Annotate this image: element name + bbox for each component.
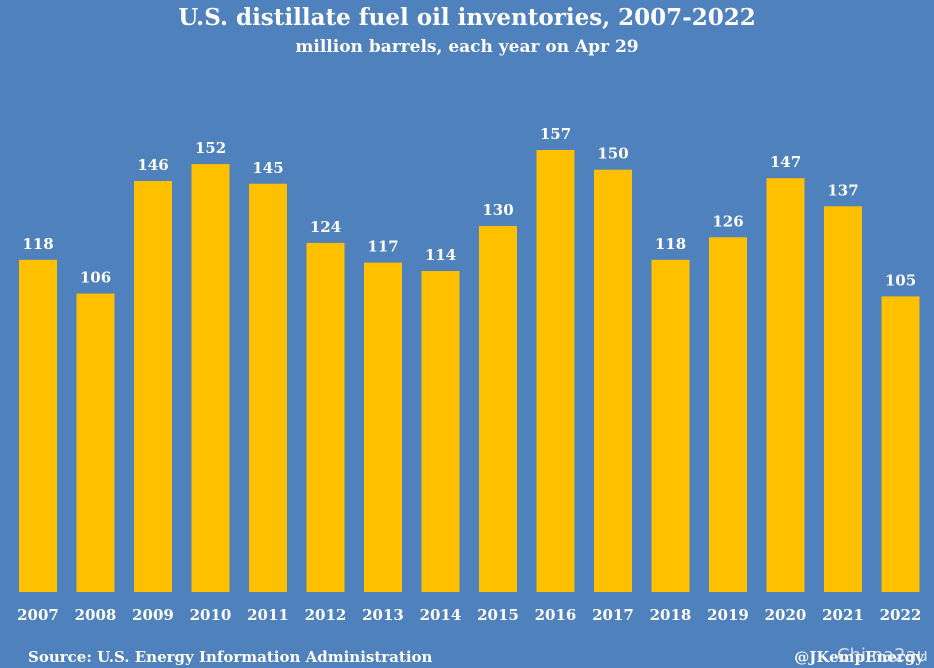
x-tick-labels-group: 2007 2008 2009 2010 2011 2012 2013 2014 2015 2016… (17, 606, 921, 624)
x-tick-label-2009: 2009 (132, 606, 174, 624)
bar-2019 (709, 237, 747, 593)
value-label-2011: 145 (252, 159, 283, 177)
value-label-2009: 146 (137, 156, 168, 174)
bar-2013 (364, 262, 402, 592)
x-tick-label-2011: 2011 (247, 606, 289, 624)
watermark: Chi.na2au (836, 645, 928, 666)
value-label-2019: 126 (712, 212, 743, 230)
value-labels-group: 118 106 146 152 145 124 117 114 130 157 150 118 126 1… (22, 125, 916, 289)
bar-2020 (766, 178, 805, 592)
value-label-2008: 106 (80, 269, 111, 287)
bar-2010 (191, 164, 230, 593)
value-label-2016: 157 (540, 125, 571, 143)
bar-2014 (421, 271, 460, 592)
value-label-2010: 152 (195, 139, 226, 157)
x-tick-label-2016: 2016 (535, 606, 577, 624)
value-label-2012: 124 (310, 218, 341, 236)
x-tick-label-2020: 2020 (765, 606, 807, 624)
bar-2022 (881, 296, 920, 592)
bar-2016 (536, 150, 575, 592)
bars-group (19, 150, 920, 593)
x-tick-label-2014: 2014 (420, 606, 462, 624)
value-label-2017: 150 (597, 145, 628, 163)
x-tick-label-2017: 2017 (592, 606, 634, 624)
bar-2012 (306, 242, 345, 592)
author-credit: @JKempEnergy (794, 648, 924, 666)
x-tick-label-2008: 2008 (75, 606, 117, 624)
value-label-2014: 114 (425, 246, 456, 264)
bar-2018 (651, 259, 690, 592)
bar-2007 (19, 259, 57, 592)
bar-2009 (134, 180, 172, 593)
value-label-2007: 118 (22, 235, 53, 253)
x-tick-label-2010: 2010 (190, 606, 232, 624)
bar-chart: 118 106 146 152 145 124 117 114 130 157 150 118 126 1… (17, 125, 921, 624)
value-label-2018: 118 (655, 235, 686, 253)
bar-2008 (76, 293, 115, 592)
value-label-2020: 147 (770, 153, 801, 171)
bar-2021 (824, 206, 862, 592)
bar-2011 (249, 183, 287, 592)
bar-2015 (479, 226, 517, 592)
x-tick-label-2015: 2015 (477, 606, 519, 624)
x-tick-label-2012: 2012 (305, 606, 347, 624)
x-tick-label-2018: 2018 (650, 606, 692, 624)
x-tick-label-2022: 2022 (880, 606, 922, 624)
chart-title: U.S. distillate fuel oil inventories, 20… (178, 4, 756, 31)
value-label-2022: 105 (885, 271, 916, 289)
x-tick-label-2007: 2007 (17, 606, 59, 624)
source-note: Source: U.S. Energy Information Administ… (28, 648, 433, 666)
bar-2017 (594, 169, 632, 592)
value-label-2015: 130 (482, 201, 513, 219)
value-label-2021: 137 (827, 181, 858, 199)
chart-subtitle: million barrels, each year on Apr 29 (295, 37, 639, 57)
x-tick-label-2013: 2013 (362, 606, 404, 624)
x-tick-label-2019: 2019 (707, 606, 749, 624)
x-tick-label-2021: 2021 (822, 606, 864, 624)
value-label-2013: 117 (367, 238, 398, 256)
